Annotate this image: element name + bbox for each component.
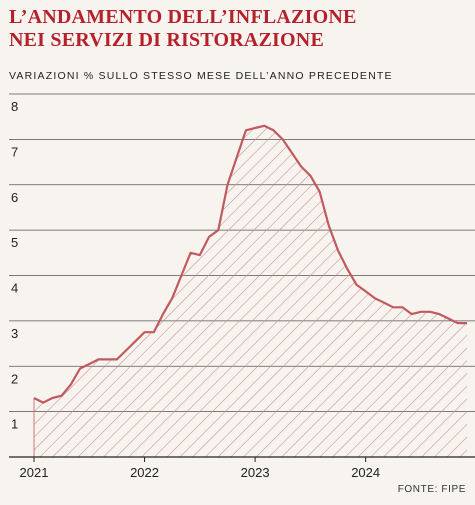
area-fill — [34, 125, 467, 458]
title-line-2: NEI SERVIZI DI RISTORAZIONE — [9, 29, 324, 51]
y-tick-label: 1 — [11, 417, 18, 432]
y-tick-label: 8 — [11, 99, 18, 114]
title-line-1: L’ANDAMENTO DELL’INFLAZIONE — [9, 6, 357, 28]
series-line — [33, 124, 467, 404]
y-axis-label: VARIAZIONI % SULLO STESSO MESE DELL’ANNO… — [9, 70, 393, 82]
chart-title: L’ANDAMENTO DELL’INFLAZIONE NEI SERVIZI … — [9, 6, 357, 52]
x-tick-label: 2021 — [20, 465, 49, 480]
y-tick-label: 3 — [11, 326, 18, 341]
y-tick-label: 7 — [11, 144, 18, 159]
y-tick-label: 4 — [11, 281, 18, 296]
y-tick-label: 5 — [11, 235, 18, 250]
source-note: FONTE: FIPE — [397, 484, 466, 495]
x-tick-label: 2022 — [130, 465, 159, 480]
y-tick-label: 6 — [11, 190, 18, 205]
x-tick-label: 2023 — [241, 465, 270, 480]
y-tick-label: 2 — [11, 371, 18, 386]
x-tick-label: 2024 — [351, 465, 380, 480]
